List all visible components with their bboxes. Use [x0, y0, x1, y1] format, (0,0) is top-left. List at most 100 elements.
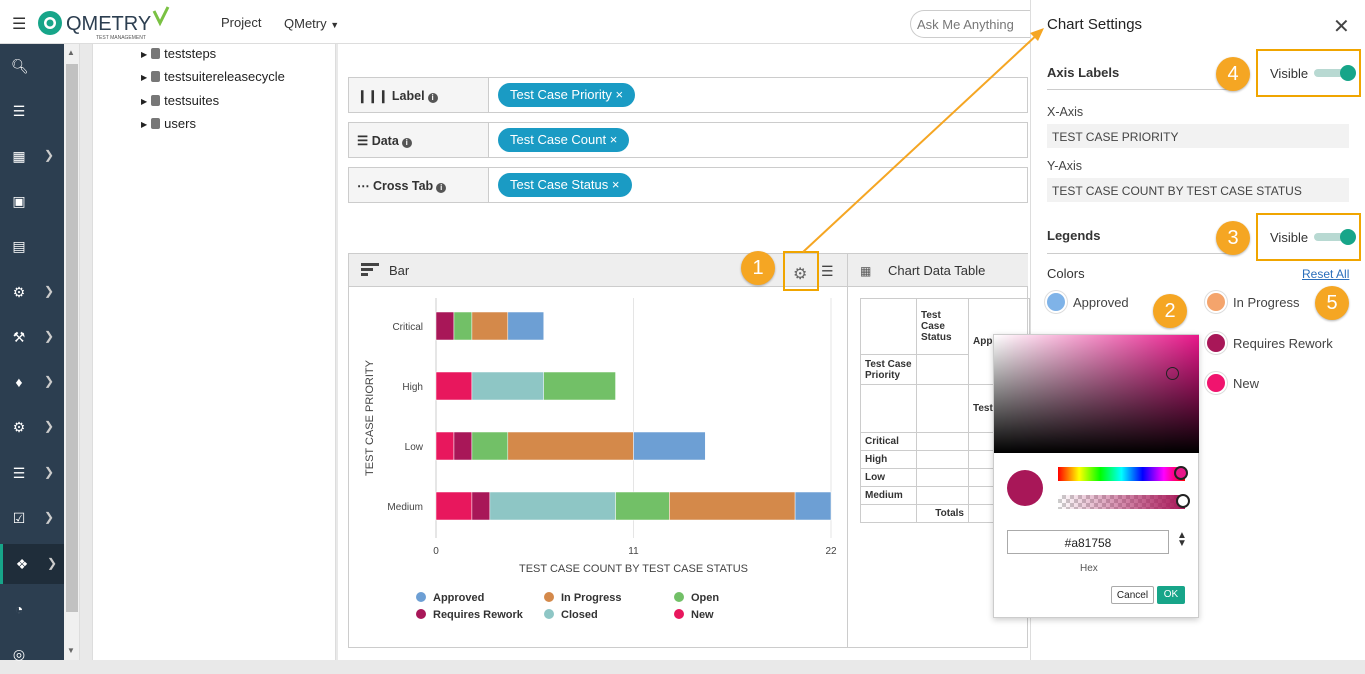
bar-segment [794, 491, 832, 521]
swatch-in-progress[interactable]: In Progress [1205, 291, 1299, 313]
callout-badge-1: 1 [741, 251, 775, 285]
color-swatch[interactable] [1205, 372, 1227, 394]
sidebar-grid[interactable]: ▦ ❯ [0, 136, 64, 176]
axis-visible-label: Visible [1270, 66, 1309, 81]
y-tick-label: Critical [392, 322, 423, 333]
remove-chip-icon[interactable]: × [615, 87, 624, 102]
lifebuoy-icon: ◎ [12, 646, 26, 662]
alpha-slider[interactable] [1058, 495, 1185, 509]
sidebar-config[interactable]: ⚙ ❯ [0, 407, 64, 447]
expand-icon[interactable]: ▶ [141, 120, 148, 130]
axis-visible-toggle[interactable] [1314, 65, 1356, 81]
remove-chip-icon[interactable]: × [609, 132, 618, 147]
chevron-right-icon: ❯ [44, 329, 55, 343]
chart-settings-button[interactable]: ⚙ [783, 251, 819, 291]
color-swatch[interactable] [1205, 291, 1227, 313]
expand-icon[interactable]: ▶ [141, 73, 148, 83]
legend-visible-label: Visible [1270, 230, 1309, 245]
chart-data-table-panel: ▦ Chart Data Table Test Case Status Appr … [848, 253, 1030, 648]
sidebar-list[interactable]: ☰ [0, 91, 64, 131]
saturation-area[interactable] [994, 335, 1199, 453]
saturation-cursor[interactable] [1166, 367, 1179, 380]
qmetry-logo[interactable]: QMETRY TEST MANAGEMENT [36, 5, 186, 41]
chevron-right-icon: ❯ [44, 419, 55, 433]
bar-segment [633, 431, 706, 461]
chevron-right-icon: ❯ [47, 556, 58, 570]
reset-all-link[interactable]: Reset All [1302, 267, 1350, 281]
chevron-right-icon: ❯ [44, 465, 55, 479]
svg-text:TEST MANAGEMENT: TEST MANAGEMENT [96, 35, 146, 41]
hex-input[interactable]: #a81758 [1007, 530, 1169, 554]
close-icon[interactable]: ✕ [1333, 16, 1350, 38]
project-dropdown-label: QMetry [284, 16, 327, 31]
scroll-thumb[interactable] [66, 64, 78, 612]
x-axis-input[interactable]: TEST CASE PRIORITY [1047, 124, 1349, 148]
color-swatch[interactable] [1205, 332, 1227, 354]
sidebar-reports[interactable]: ☰ ❯ [0, 453, 64, 493]
info-icon[interactable]: i [427, 93, 438, 103]
hue-handle[interactable] [1174, 466, 1188, 480]
project-dropdown[interactable]: QMetry ▼ [284, 16, 339, 31]
legend-marker [416, 592, 426, 602]
sidebar-scrollbar[interactable]: ▲ ▼ [64, 44, 80, 660]
format-toggle-icon[interactable]: ▲ ▼ [1177, 530, 1187, 549]
y-axis-input[interactable]: TEST CASE COUNT BY TEST CASE STATUS [1047, 178, 1349, 202]
scroll-up-icon[interactable]: ▲ [67, 48, 75, 57]
sidebar-analytics[interactable]: ❖ ❯ [0, 544, 64, 584]
y-axis-label: Y-Axis [1047, 159, 1082, 173]
legend-marker [544, 592, 554, 602]
cancel-button[interactable]: Cancel [1111, 586, 1154, 604]
hue-slider[interactable] [1058, 467, 1185, 481]
info-icon[interactable]: i [401, 138, 412, 148]
table-row-header: Test Case Priority [860, 354, 917, 385]
bar-segment [669, 491, 796, 521]
chevron-right-icon: ❯ [44, 374, 55, 388]
grid-icon: ▦ [12, 148, 26, 164]
expand-icon[interactable]: ▶ [141, 50, 148, 60]
scroll-down-icon[interactable]: ▼ [67, 646, 75, 655]
chart-menu-icon[interactable]: ☰ [821, 263, 834, 279]
legend-visible-toggle[interactable] [1314, 229, 1356, 245]
nav-project[interactable]: Project [221, 15, 262, 30]
bar-chart-icon [361, 263, 379, 276]
sidebar-dashboard[interactable]: ◔ [0, 589, 64, 629]
sidebar-tools[interactable]: ⚒ ❯ [0, 317, 64, 357]
tree-item[interactable]: ▶ testsuitereleasecycle [141, 69, 285, 84]
sidebar-help[interactable]: ◎ [0, 634, 64, 674]
crosstab-chip[interactable]: Test Case Status × [498, 173, 632, 197]
main-content: ❙❙❙ Label i Test Case Priority × ☰ Data i … [338, 44, 1030, 660]
alpha-handle[interactable] [1176, 494, 1190, 508]
tree-item[interactable]: ▶ testsuites [141, 93, 220, 108]
sidebar-plugins[interactable]: ♦ ❯ [0, 362, 64, 402]
table-grid-icon: ▦ [860, 264, 872, 278]
legend-marker [674, 609, 684, 619]
label-chip[interactable]: Test Case Priority × [498, 83, 636, 107]
sidebar-tasks[interactable]: ☑ ❯ [0, 498, 64, 538]
data-chip[interactable]: Test Case Count × [498, 128, 630, 152]
color-swatch[interactable] [1045, 291, 1067, 313]
cubes-icon: ❖ [15, 556, 29, 572]
tree-item[interactable]: ▶ teststeps [141, 46, 217, 61]
menu-icon[interactable]: ☰ [12, 16, 27, 33]
archive-icon: ▣ [12, 193, 26, 209]
swatch-requires-rework[interactable]: Requires Rework [1205, 332, 1333, 354]
list-icon: ☰ [357, 134, 369, 148]
sidebar-settings-group[interactable]: ⚙ ❯ [0, 272, 64, 312]
dashboard-icon: ◔ [14, 601, 24, 617]
legend-marker [416, 609, 426, 619]
legend-label: New [691, 609, 714, 621]
bar-segment [435, 491, 473, 521]
ask-search-input[interactable]: Ask Me Anything [910, 10, 1030, 38]
tree-item[interactable]: ▶ users [141, 116, 196, 131]
sidebar-search[interactable]: 🔍︎ [0, 46, 64, 86]
ok-button[interactable]: OK [1157, 586, 1185, 604]
expand-icon[interactable]: ▶ [141, 97, 148, 107]
bar-segment [507, 311, 544, 341]
sidebar-table[interactable]: ▤ [0, 226, 64, 266]
sidebar-archive[interactable]: ▣ [0, 181, 64, 221]
swatch-approved[interactable]: Approved [1045, 291, 1129, 313]
remove-chip-icon[interactable]: × [611, 177, 620, 192]
info-icon[interactable]: i [436, 183, 447, 193]
swatch-new[interactable]: New [1205, 372, 1259, 394]
gear-icon: ⚙ [793, 266, 808, 283]
